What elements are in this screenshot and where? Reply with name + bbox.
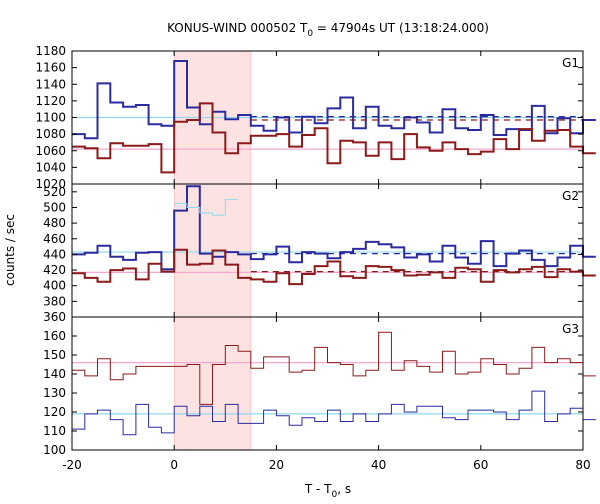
y-tick-label: 360: [43, 310, 66, 324]
series-red-histogram: [72, 102, 596, 174]
chart-title-main: KONUS-WIND 000502 T: [167, 21, 308, 35]
y-tick-label: 1100: [35, 111, 66, 125]
y-tick-label: 1160: [35, 61, 66, 75]
panel-frame: [71, 183, 584, 318]
y-tick-label: 1180: [35, 44, 66, 58]
x-tick-label: 80: [575, 458, 590, 472]
y-tick-label: 140: [43, 367, 66, 381]
y-tick-label: 380: [43, 294, 66, 308]
x-tick-label: -20: [62, 458, 82, 472]
y-tick-label: 520: [43, 185, 66, 199]
y-tick-label: 120: [43, 405, 66, 419]
x-tick-label: 20: [269, 458, 284, 472]
x-tick-label: 40: [371, 458, 386, 472]
panel-label: G2: [562, 189, 579, 203]
panel-frame: [71, 316, 584, 451]
y-tick-label: 1020: [35, 177, 66, 191]
series-blue-histogram: [72, 185, 596, 271]
chart-title-rest: = 47904s UT (13:18:24.000): [313, 21, 489, 35]
x-axis-label: T - T0, s: [304, 482, 351, 500]
panel-g1: 1020 1040 1060 1080 1100 1120 1140 1160 1180 G1: [35, 44, 596, 191]
y-tick-label: 480: [43, 216, 66, 230]
y-tick-label: 400: [43, 279, 66, 293]
y-tick-label: 420: [43, 263, 66, 277]
y-tick-label: 1040: [35, 160, 66, 174]
x-tick-label: 0: [170, 458, 178, 472]
x-tick-label: 60: [473, 458, 488, 472]
y-tick-label: 130: [43, 386, 66, 400]
chart-title: KONUS-WIND 000502 T0 = 47904s UT (13:18:…: [167, 21, 489, 39]
x-axis-label-rest: , s: [337, 482, 351, 496]
y-tick-label: 460: [43, 232, 66, 246]
x-axis-label-subscript: 0: [332, 490, 338, 500]
x-axis-label-main: T - T: [304, 482, 332, 496]
series-blue-histogram: [72, 390, 596, 436]
panel-label: G3: [562, 322, 579, 336]
y-axis-label: counts / sec: [3, 214, 17, 286]
series-red-histogram: [72, 331, 596, 405]
panel-g3: 100 110 120 130 140 150 160 G3: [43, 316, 596, 457]
y-tick-label: 1140: [35, 77, 66, 91]
y-tick-label: 1080: [35, 127, 66, 141]
y-tick-label: 150: [43, 348, 66, 362]
panel-label: G1: [562, 56, 579, 70]
y-tick-label: 1060: [35, 144, 66, 158]
series-blue-histogram: [72, 60, 596, 140]
chart-title-subscript: 0: [307, 29, 313, 39]
y-tick-label: 110: [43, 424, 66, 438]
y-tick-label: 160: [43, 329, 66, 343]
y-tick-label: 500: [43, 200, 66, 214]
y-tick-label: 440: [43, 247, 66, 261]
series-cyan-histogram: [174, 199, 239, 216]
y-tick-label: 100: [43, 443, 66, 457]
series-red-histogram: [72, 248, 596, 286]
y-tick-label: 1120: [35, 94, 66, 108]
plot-layer: 102010401060108011001120114011601180G136…: [35, 44, 596, 472]
